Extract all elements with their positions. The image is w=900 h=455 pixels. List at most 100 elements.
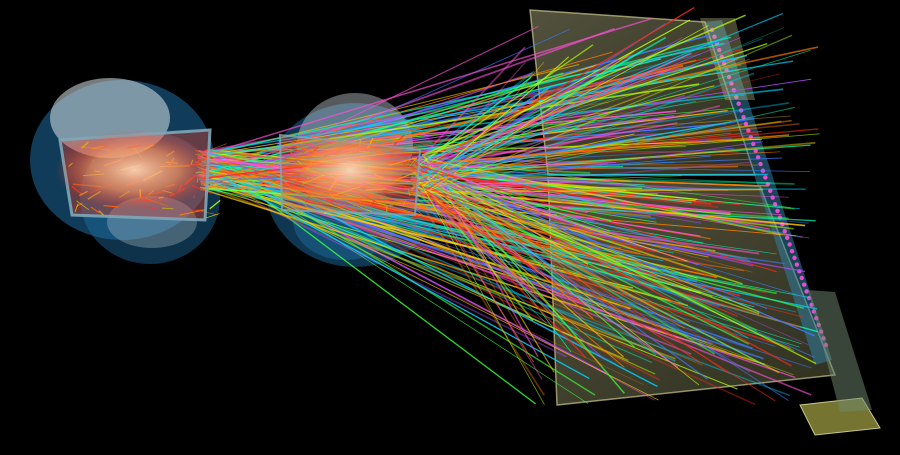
particle-track [427,157,539,358]
particle-track [412,191,659,271]
particle-track [422,177,717,347]
chamber-track [301,199,310,210]
particle-track [204,69,741,156]
particle-track [419,69,671,165]
chamber-track [383,204,394,208]
particle-track [209,169,590,380]
particle-track [423,43,768,156]
particle-track [422,49,643,189]
left-tracking-chamber [55,128,215,222]
chamber-track [408,191,431,196]
readout-pad [736,101,741,106]
particle-track [416,192,578,336]
particle-track [410,191,547,324]
particle-track [409,70,535,167]
particle-track [428,144,811,174]
readout-pad [770,195,775,200]
particle-track [425,180,811,300]
readout-pad [717,47,722,53]
particle-track [413,163,594,301]
particle-track [424,178,683,246]
particle-track [427,72,755,190]
readout-pad [746,128,751,133]
particle-track [427,134,790,165]
chamber-track [90,206,100,214]
particle-track [426,158,572,353]
readout-pad [721,61,727,66]
particle-track [422,174,760,313]
particle-track [429,183,751,373]
chamber-track [415,208,424,217]
particle-track [410,182,753,273]
chamber-track [402,199,407,207]
chamber-track [76,200,90,211]
particle-track [417,179,535,363]
readout-pad [729,81,734,86]
particle-track [410,178,713,297]
chamber-track [209,199,221,210]
chamber-track [182,208,205,213]
readout-pad [789,248,795,254]
particle-track [427,192,585,306]
readout-pad [799,275,804,281]
particle-track [416,155,608,166]
chamber-track [98,210,105,216]
chamber-track [179,209,206,216]
particle-track [413,170,545,405]
particle-track [197,17,653,158]
particle-track [418,193,625,368]
readout-pad [768,188,773,194]
readout-pad [763,175,768,180]
particle-track [426,191,587,359]
readout-pad [794,262,800,267]
particle-track [411,156,564,221]
particle-track [425,165,817,365]
particle-track [412,185,698,279]
particle-track [419,46,526,160]
chamber-track [291,204,306,215]
readout-pad [792,255,797,261]
particle-track [428,115,649,183]
particle-track [208,101,610,158]
particle-track [418,177,656,309]
readout-pad [801,282,807,287]
readout-pad [775,208,780,214]
chamber-track [74,203,79,213]
particle-track [424,105,721,179]
particle-track [427,121,732,177]
particle-track [427,122,678,168]
particle-track [425,179,524,334]
particle-track [424,34,793,194]
particle-track [429,141,764,189]
particle-track [423,164,589,265]
particle-track [418,66,689,160]
particle-track [418,190,539,298]
particle-track [414,193,545,396]
particle-track [212,182,644,385]
particle-track [200,176,791,397]
particle-track [422,187,701,363]
particle-track [415,167,657,356]
particle-track [425,36,667,177]
particle-track [214,28,570,190]
readout-pad [804,289,809,294]
particle-track [419,27,785,179]
particle-track [416,12,784,165]
readout-pad [787,242,792,247]
particle-track [410,58,751,163]
particle-track [422,7,695,170]
particle-track [410,53,690,182]
particle-track [417,44,594,167]
readout-pad [712,34,717,39]
readout-pad [758,161,763,167]
chamber-track [161,207,174,210]
particle-track [426,188,602,366]
particle-track [208,83,700,158]
particle-track [424,176,768,310]
particle-track [411,52,692,175]
particle-track [419,188,764,193]
particle-track [212,170,653,364]
particle-track [414,183,765,366]
right-tracking-chamber [278,128,422,217]
